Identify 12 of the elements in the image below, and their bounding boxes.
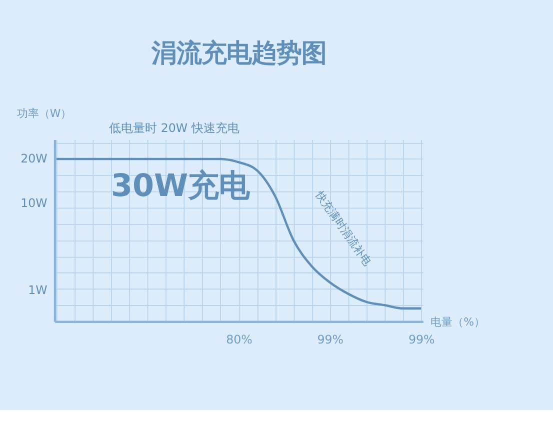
text: 1W bbox=[28, 283, 48, 298]
x-tick-label: 80% bbox=[226, 332, 252, 347]
annotation: 快充满时涓流补电 bbox=[312, 188, 374, 268]
chart-title: 涓流充电趋势图 bbox=[150, 38, 326, 68]
y-axis-title: 功率（W） bbox=[16, 107, 72, 120]
x-tick-label: 99% bbox=[408, 332, 435, 347]
text: 低电量时 20W 快速充电 bbox=[109, 121, 240, 136]
text: 10W bbox=[20, 196, 48, 210]
x-axis-title: 电量（%） bbox=[430, 316, 486, 329]
text: 20W bbox=[20, 151, 48, 166]
x-tick-label: 99% bbox=[317, 332, 344, 347]
annotation: 30W充电 bbox=[110, 168, 252, 204]
